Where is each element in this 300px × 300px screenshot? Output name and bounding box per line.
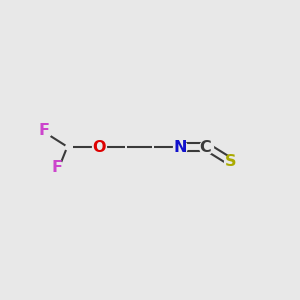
Text: S: S bbox=[225, 154, 237, 169]
Text: F: F bbox=[52, 160, 62, 175]
Text: C: C bbox=[200, 140, 211, 154]
Text: O: O bbox=[92, 140, 106, 154]
Text: F: F bbox=[38, 123, 49, 138]
Text: N: N bbox=[173, 140, 187, 154]
